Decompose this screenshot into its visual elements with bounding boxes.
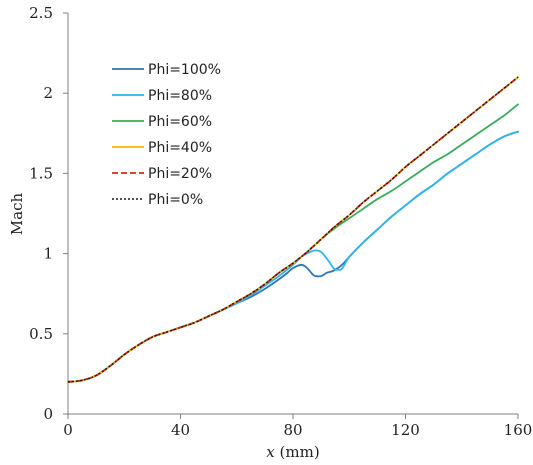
series-line-phi-100 xyxy=(67,130,519,383)
y-tick-label: 0 xyxy=(43,405,53,423)
y-tick-label: 1.5 xyxy=(29,164,53,182)
y-tick-label: 1 xyxy=(43,245,53,263)
series-line-phi-80 xyxy=(67,130,519,383)
x-tick-label: 0 xyxy=(63,421,73,439)
x-tick-label: 80 xyxy=(283,421,302,439)
x-axis-label: x (mm) xyxy=(266,443,319,461)
legend-label-phi-40: Phi=40% xyxy=(148,140,212,156)
legend-label-phi-0: Phi=0% xyxy=(148,192,203,208)
x-tick-label: 120 xyxy=(391,421,420,439)
x-tick-label: 160 xyxy=(504,421,533,439)
y-tick-label: 2.5 xyxy=(29,4,53,22)
y-tick-label: 2 xyxy=(43,84,53,102)
ticks: 0 40 80 120 160 0 0.5 1 1.5 2 2.5 xyxy=(29,4,532,439)
x-axis-label-var: x xyxy=(266,443,275,461)
legend: Phi=100% Phi=80% Phi=60% Phi=40% Phi=20% Phi=… xyxy=(112,62,221,208)
series xyxy=(67,76,519,383)
x-tick-label: 40 xyxy=(171,421,190,439)
series-line-phi-20 xyxy=(67,76,519,383)
x-axis-label-unit: (mm) xyxy=(275,443,320,461)
legend-label-phi-20: Phi=20% xyxy=(148,166,212,182)
series-line-phi-40 xyxy=(67,76,519,383)
y-axis-label: Mach xyxy=(8,192,26,235)
y-tick-label: 0.5 xyxy=(29,325,53,343)
series-line-phi-60 xyxy=(67,103,519,383)
legend-label-phi-80: Phi=80% xyxy=(148,88,212,104)
series-line-phi-0 xyxy=(67,76,519,383)
legend-label-phi-60: Phi=60% xyxy=(148,114,212,130)
legend-label-phi-100: Phi=100% xyxy=(148,62,221,78)
axes xyxy=(67,13,518,415)
